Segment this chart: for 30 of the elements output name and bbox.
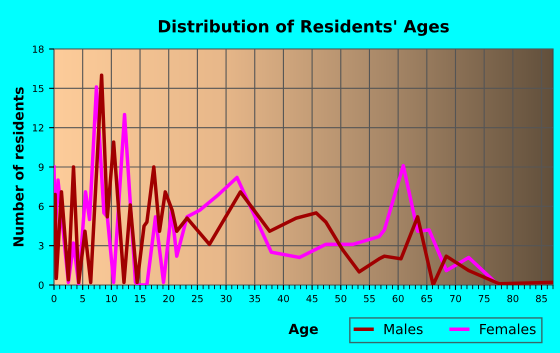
x-tick-label: 70 [450,294,462,302]
x-tick-label: 20 [163,294,174,302]
x-tick-label: 85 [536,294,547,302]
x-tick-label: 25 [192,294,203,302]
x-tick-label: 40 [278,294,289,302]
x-tick-label: 5 [80,295,85,302]
y-tick-label: 0 [38,281,44,289]
x-tick-label: 35 [249,294,260,302]
y-axis-title: Number of residents [12,87,24,246]
x-tick-label: 55 [364,295,375,302]
x-tick-label: 10 [106,294,117,302]
x-tick-label: 0 [52,294,56,302]
y-tick-label: 15 [32,84,44,92]
y-tick-label: 12 [32,124,44,132]
x-tick-label: 45 [306,295,318,302]
legend-label: Males [384,324,423,334]
y-tick-label: 18 [32,45,44,53]
x-tick-label: 50 [335,294,346,302]
y-tick-label: 3 [38,242,44,250]
chart-title: Distribution of Residents' Ages [158,20,449,36]
y-tick-label: 9 [38,163,44,171]
y-tick-label: 6 [38,202,44,210]
x-axis-title: Age [288,324,318,338]
x-tick-label: 75 [478,295,490,302]
x-tick-label: 80 [507,294,518,302]
x-tick-label: 15 [134,295,146,302]
x-tick-label: 30 [220,294,232,302]
x-tick-label: 65 [421,294,432,302]
x-tick-label: 60 [392,294,404,302]
legend-label: Females [480,324,536,334]
